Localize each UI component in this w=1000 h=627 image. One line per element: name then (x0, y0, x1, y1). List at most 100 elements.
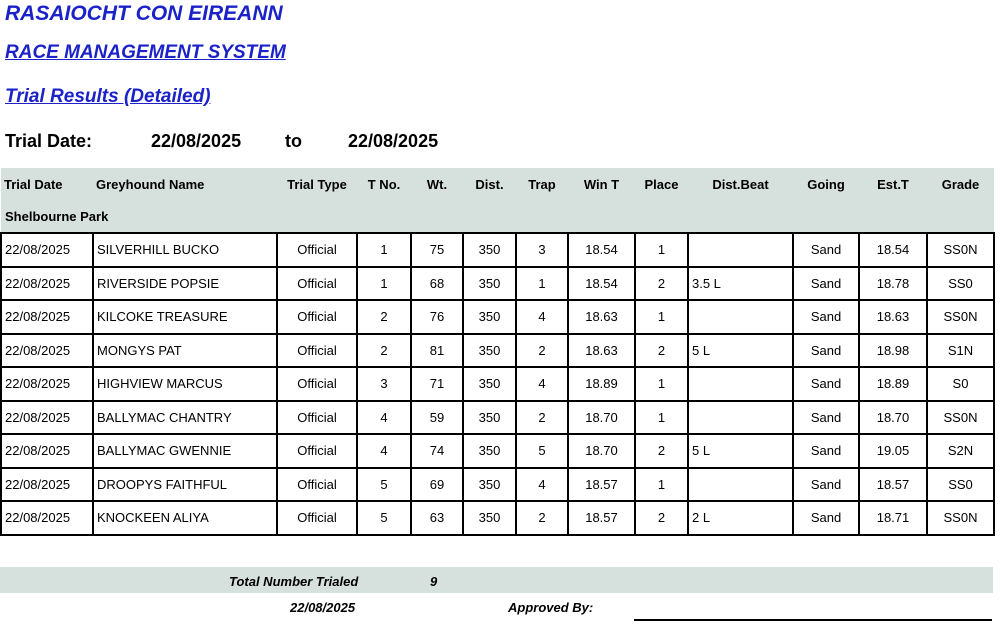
table-cell: Official (276, 433, 358, 469)
table-row: 22/08/2025 BALLYMAC GWENNIE Official 4 74 350… (0, 433, 995, 469)
table-cell: RIVERSIDE POPSIE (92, 265, 278, 301)
date-from: 22/08/2025 (151, 131, 242, 151)
table-cell: 76 (410, 299, 464, 335)
table-cell: 1 (634, 366, 689, 402)
table-cell: 18.71 (858, 500, 928, 536)
table-cell: DROOPYS FAITHFUL (92, 466, 278, 502)
table-cell: 18.78 (858, 265, 928, 301)
table-cell: 18.57 (567, 500, 636, 536)
table-cell: 1 (515, 265, 569, 301)
table-cell: 1 (356, 232, 412, 268)
table-cell: KNOCKEEN ALIYA (92, 500, 278, 536)
table-cell: 18.54 (567, 265, 636, 301)
report-title: Trial Results (Detailed) (5, 86, 211, 107)
table-cell: 18.89 (567, 366, 636, 402)
table-cell: Sand (792, 399, 860, 435)
table-cell: 22/08/2025 (0, 399, 94, 435)
table-cell: 74 (410, 433, 464, 469)
column-header: Grade (927, 168, 994, 200)
table-cell: 18.70 (858, 399, 928, 435)
table-cell: S1N (926, 332, 995, 368)
table-cell: 69 (410, 466, 464, 502)
column-header: Dist.Beat (688, 168, 793, 200)
table-cell: SS0N (926, 500, 995, 536)
table-cell: 68 (410, 265, 464, 301)
table-cell: Sand (792, 500, 860, 536)
table-cell: SS0N (926, 299, 995, 335)
table-cell: 18.63 (858, 299, 928, 335)
table-cell: 18.54 (858, 232, 928, 268)
table-cell: SILVERHILL BUCKO (92, 232, 278, 268)
table-cell: 22/08/2025 (0, 332, 94, 368)
table-row: 22/08/2025 MONGYS PAT Official 2 81 350 2 18.63… (0, 332, 995, 368)
table-cell: 2 L (687, 500, 794, 536)
table-cell: 18.89 (858, 366, 928, 402)
table-cell (687, 366, 794, 402)
trial-date-label: Trial Date: (5, 131, 93, 151)
table-cell: Sand (792, 299, 860, 335)
column-header: Wt. (411, 168, 463, 200)
table-cell: 4 (515, 299, 569, 335)
table-cell: 4 (356, 399, 412, 435)
table-cell: 2 (634, 265, 689, 301)
table-row: 22/08/2025 SILVERHILL BUCKO Official 1 75 350… (0, 232, 995, 268)
column-header: Dist. (463, 168, 516, 200)
column-header: Est.T (859, 168, 927, 200)
table-cell: 22/08/2025 (0, 299, 94, 335)
column-header: Greyhound Name (93, 168, 277, 200)
table-cell: 3.5 L (687, 265, 794, 301)
table-cell: 18.54 (567, 232, 636, 268)
table-cell: 1 (634, 299, 689, 335)
table-cell: BALLYMAC CHANTRY (92, 399, 278, 435)
table-cell: 350 (462, 433, 517, 469)
table-cell: Official (276, 265, 358, 301)
table-cell: 2 (515, 332, 569, 368)
table-cell: 2 (515, 500, 569, 536)
table-cell (687, 232, 794, 268)
table-cell: 2 (515, 399, 569, 435)
table-cell: 22/08/2025 (0, 433, 94, 469)
table-cell (687, 466, 794, 502)
table-cell: 2 (634, 332, 689, 368)
table-cell: 19.05 (858, 433, 928, 469)
table-row: 22/08/2025 DROOPYS FAITHFUL Official 5 69 350… (0, 466, 995, 502)
table-cell: Official (276, 366, 358, 402)
table-cell: 350 (462, 366, 517, 402)
table-cell: 63 (410, 500, 464, 536)
total-bar (0, 567, 993, 593)
table-cell: 350 (462, 500, 517, 536)
section-track: Shelbourne Park (1, 200, 994, 233)
table-cell (687, 399, 794, 435)
org-title: RASAIOCHT CON EIREANN (5, 2, 283, 25)
table-row: 22/08/2025 BALLYMAC CHANTRY Official 4 59 350… (0, 399, 995, 435)
column-header: Trial Date (1, 168, 93, 200)
table-cell: 350 (462, 265, 517, 301)
date-to-label: to (285, 131, 302, 151)
table-cell: 350 (462, 232, 517, 268)
table-cell: 5 (356, 466, 412, 502)
table-cell: SS0N (926, 399, 995, 435)
table-cell: 2 (356, 332, 412, 368)
table-cell: S0 (926, 366, 995, 402)
table-cell: Sand (792, 433, 860, 469)
table-cell: 5 L (687, 433, 794, 469)
table-cell: 18.57 (567, 466, 636, 502)
table-cell: 75 (410, 232, 464, 268)
table-cell: 18.98 (858, 332, 928, 368)
table-cell: Official (276, 299, 358, 335)
table-cell: 18.57 (858, 466, 928, 502)
table-cell: KILCOKE TREASURE (92, 299, 278, 335)
table-cell (687, 299, 794, 335)
total-label: Total Number Trialed (229, 574, 359, 589)
table-cell: 1 (356, 265, 412, 301)
table-cell: 22/08/2025 (0, 466, 94, 502)
table-cell: 5 (356, 500, 412, 536)
table-cell: 4 (515, 366, 569, 402)
column-header: Win T (568, 168, 635, 200)
table-cell: 3 (356, 366, 412, 402)
date-to: 22/08/2025 (348, 131, 439, 151)
table-cell: 5 L (687, 332, 794, 368)
table-cell: Sand (792, 332, 860, 368)
table-cell: 2 (634, 500, 689, 536)
table-cell: SS0N (926, 232, 995, 268)
